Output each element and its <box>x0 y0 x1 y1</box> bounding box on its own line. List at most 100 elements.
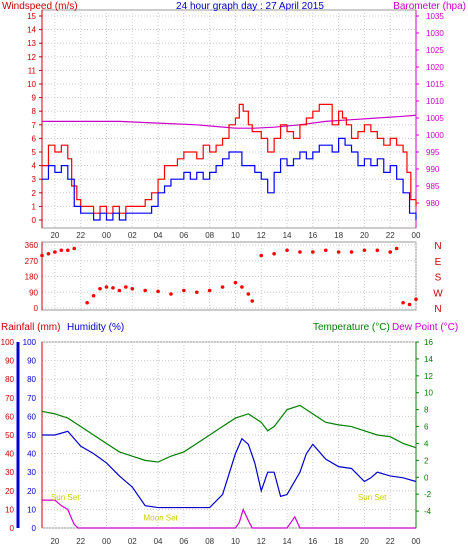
windspeed-line <box>42 103 417 214</box>
wind-ytick-label: 4 <box>32 162 37 171</box>
wind-ytick-label: 11 <box>28 66 37 75</box>
direction-point <box>349 250 354 254</box>
direction-axis-left: 0 90 180 270 360 <box>25 241 43 313</box>
annotation-label: Sun Set <box>51 493 80 502</box>
direction-point <box>104 285 109 289</box>
humidity-ytick-label: 90 <box>27 357 36 366</box>
wind-series <box>42 103 417 221</box>
compass-label: N <box>434 304 441 315</box>
temperature-ytick-label: 4 <box>424 439 429 448</box>
wind-xtick-label: 20 <box>360 231 369 240</box>
annotation-label: Moon Set <box>144 514 179 523</box>
direction-ytick-label: 180 <box>25 273 39 282</box>
wind-xtick-label: 08 <box>205 231 214 240</box>
temp-xtick-label: 20 <box>50 537 59 546</box>
wind-xtick-label: 10 <box>231 231 240 240</box>
temperature-ytick-label: 8 <box>424 406 429 415</box>
direction-point <box>91 293 96 298</box>
humidity-axis-left: 0 10 20 30 40 50 60 70 80 90 100 <box>16 338 37 533</box>
temp-xtick-label: 18 <box>334 537 343 546</box>
temp-annotations: Sun Set Moon Set Sun Set <box>51 493 387 522</box>
wind-ytick-label: 15 <box>27 12 36 21</box>
humidity-ytick-label: 20 <box>27 487 36 496</box>
rain-ytick-label: 0 <box>10 524 15 533</box>
temp-xtick-label: 00 <box>102 537 111 546</box>
direction-point <box>285 248 289 253</box>
direction-point <box>259 253 264 258</box>
direction-point <box>311 250 315 254</box>
temperature-ytick-label: 6 <box>424 423 429 432</box>
wind-axis-x: 20 22 00 02 04 06 08 10 12 14 16 18 20 22 00 <box>50 231 421 240</box>
temp-axis-x: 20 22 00 02 04 06 08 10 12 14 16 18 20 22 00 <box>50 537 421 546</box>
temperature-ytick-label: 14 <box>424 355 433 364</box>
rainfall-label: Rainfall (mm) <box>1 322 60 333</box>
wind-xtick-label: 20 <box>50 231 59 240</box>
temperature-ytick-label: 10 <box>424 389 433 398</box>
direction-point <box>246 292 251 296</box>
rain-ytick-label: 50 <box>5 431 14 440</box>
wind-xtick-label: 16 <box>308 231 317 240</box>
wind-ytick-label: 5 <box>32 148 37 157</box>
barometer-ytick-label: 985 <box>426 182 440 191</box>
wind-ytick-label: 2 <box>32 189 37 198</box>
wind-xtick-label: 02 <box>128 231 137 240</box>
compass-label: S <box>435 273 442 284</box>
direction-point <box>207 288 212 293</box>
direction-point <box>85 300 89 305</box>
temp-xtick-label: 16 <box>308 537 317 546</box>
wind-ytick-label: 7 <box>32 121 37 130</box>
direction-point <box>40 253 44 258</box>
barometer-ytick-label: 1010 <box>426 97 444 106</box>
direction-ytick-label: 90 <box>29 288 38 297</box>
wind-xtick-label: 06 <box>179 231 188 240</box>
barometer-ytick-label: 1030 <box>426 29 444 38</box>
temp-series <box>41 404 417 529</box>
annotation-label: Sun Set <box>358 493 387 502</box>
dewpoint-label: Dew Point (°C) <box>392 322 458 333</box>
wind-xtick-label: 04 <box>154 231 163 240</box>
barometer-ytick-label: 1015 <box>426 80 444 89</box>
rainfall-line <box>42 499 416 529</box>
temp-panel: Rainfall (mm) Humidity (%) Temperature (… <box>1 322 459 546</box>
temperature-ytick-label: 12 <box>424 372 433 381</box>
direction-point <box>194 290 199 295</box>
rain-ytick-label: 40 <box>5 450 14 459</box>
temperature-ytick-label: -4 <box>424 507 432 516</box>
direction-ytick-label: 0 <box>34 304 39 313</box>
wind-xtick-label: 00 <box>102 231 111 240</box>
direction-point <box>336 250 341 254</box>
wind-ytick-label: 0 <box>32 216 37 225</box>
rain-ytick-label: 90 <box>5 357 14 366</box>
direction-point <box>59 248 64 253</box>
wind-xtick-label: 12 <box>257 231 266 240</box>
direction-point <box>250 299 255 303</box>
direction-point <box>375 248 380 253</box>
rain-ytick-label: 30 <box>5 468 14 477</box>
wind-xtick-label: 22 <box>76 231 85 240</box>
temp-xtick-label: 12 <box>257 537 266 546</box>
wind-ytick-label: 1 <box>32 202 37 211</box>
direction-ytick-label: 360 <box>25 241 39 250</box>
wind-ytick-label: 10 <box>27 80 36 89</box>
temp-xtick-label: 06 <box>179 537 188 546</box>
humidity-ytick-label: 30 <box>27 468 36 477</box>
direction-point <box>362 248 367 253</box>
humidity-ytick-label: 100 <box>23 338 37 347</box>
direction-point <box>182 288 186 293</box>
wind-xtick-label: 22 <box>386 231 395 240</box>
wind-ytick-label: 13 <box>27 39 36 48</box>
compass-label: N <box>434 241 441 252</box>
rain-ytick-label: 20 <box>5 487 14 496</box>
direction-point <box>220 285 225 289</box>
barometer-ytick-label: 1020 <box>426 63 444 72</box>
direction-point <box>169 292 173 296</box>
rain-ytick-label: 70 <box>5 394 14 403</box>
direction-point <box>272 251 276 256</box>
direction-point <box>414 297 418 302</box>
wind-xtick-label: 00 <box>412 231 421 240</box>
humidity-line <box>42 430 417 509</box>
wind-axis-right: 980 985 990 995 1000 1005 1010 1015 1020 1025 1030… <box>415 10 444 228</box>
